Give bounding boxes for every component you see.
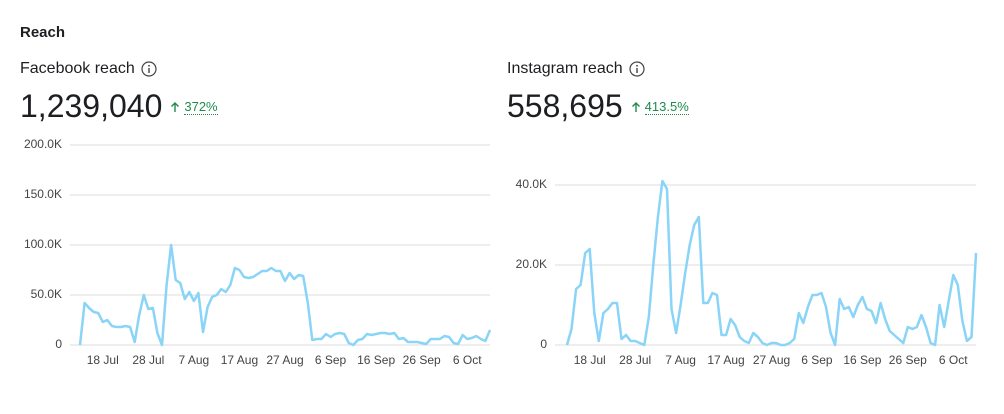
total-row: 558,695 413.5% <box>507 88 689 125</box>
chart-title: Instagram reach <box>507 60 623 77</box>
x-tick-label: 6 Sep <box>315 353 347 367</box>
x-tick-label: 26 Sep <box>403 353 441 367</box>
y-tick-label: 200.0K <box>24 137 62 151</box>
y-tick-label: 0 <box>55 337 62 351</box>
up-arrow <box>631 101 640 112</box>
x-tick-label: 6 Sep <box>801 353 833 367</box>
x-tick-label: 18 Jul <box>574 353 606 367</box>
x-tick-label: 28 Jul <box>132 353 164 367</box>
x-tick-label: 7 Aug <box>665 353 696 367</box>
info-icon[interactable] <box>141 61 157 77</box>
x-tick-label: 6 Oct <box>939 353 968 367</box>
ig-panel: Instagram reach 558,695 413.5% <box>507 60 689 125</box>
x-tick-label: 27 Aug <box>753 353 790 367</box>
chart-title-row: Facebook reach <box>20 60 218 78</box>
x-tick-label: 17 Aug <box>221 353 258 367</box>
info-icon[interactable] <box>629 61 645 77</box>
y-tick-label: 40.0K <box>516 177 547 191</box>
total: 558,695 <box>507 88 623 124</box>
x-tick-label: 28 Jul <box>619 353 651 367</box>
y-tick-label: 0 <box>540 337 547 351</box>
change-value: 372% <box>184 98 218 115</box>
change-value: 413.5% <box>644 98 689 115</box>
x-tick-label: 16 Sep <box>843 353 881 367</box>
data-line <box>78 243 492 347</box>
chart-title-row: Instagram reach <box>507 60 689 78</box>
fb-panel: Facebook reach 1,239,040 372% <box>20 60 218 125</box>
y-tick-label: 20.0K <box>516 257 547 271</box>
x-tick-label: 27 Aug <box>266 353 303 367</box>
section-title: Reach <box>20 24 66 41</box>
y-tick-label: 50.0K <box>31 287 62 301</box>
total-row: 1,239,040 372% <box>20 88 218 125</box>
change: 413.5% <box>631 99 689 115</box>
x-tick-label: 17 Aug <box>707 353 744 367</box>
total: 1,239,040 <box>20 88 163 124</box>
up-arrow <box>171 101 180 112</box>
y-tick-label: 150.0K <box>24 187 62 201</box>
change: 372% <box>170 98 218 115</box>
x-tick-label: 26 Sep <box>889 353 927 367</box>
data-line <box>565 179 978 347</box>
chart-title: Facebook reach <box>20 60 135 77</box>
x-tick-label: 18 Jul <box>87 353 119 367</box>
x-tick-label: 16 Sep <box>357 353 395 367</box>
x-tick-label: 7 Aug <box>179 353 210 367</box>
x-tick-label: 6 Oct <box>453 353 482 367</box>
y-tick-label: 100.0K <box>24 237 62 251</box>
